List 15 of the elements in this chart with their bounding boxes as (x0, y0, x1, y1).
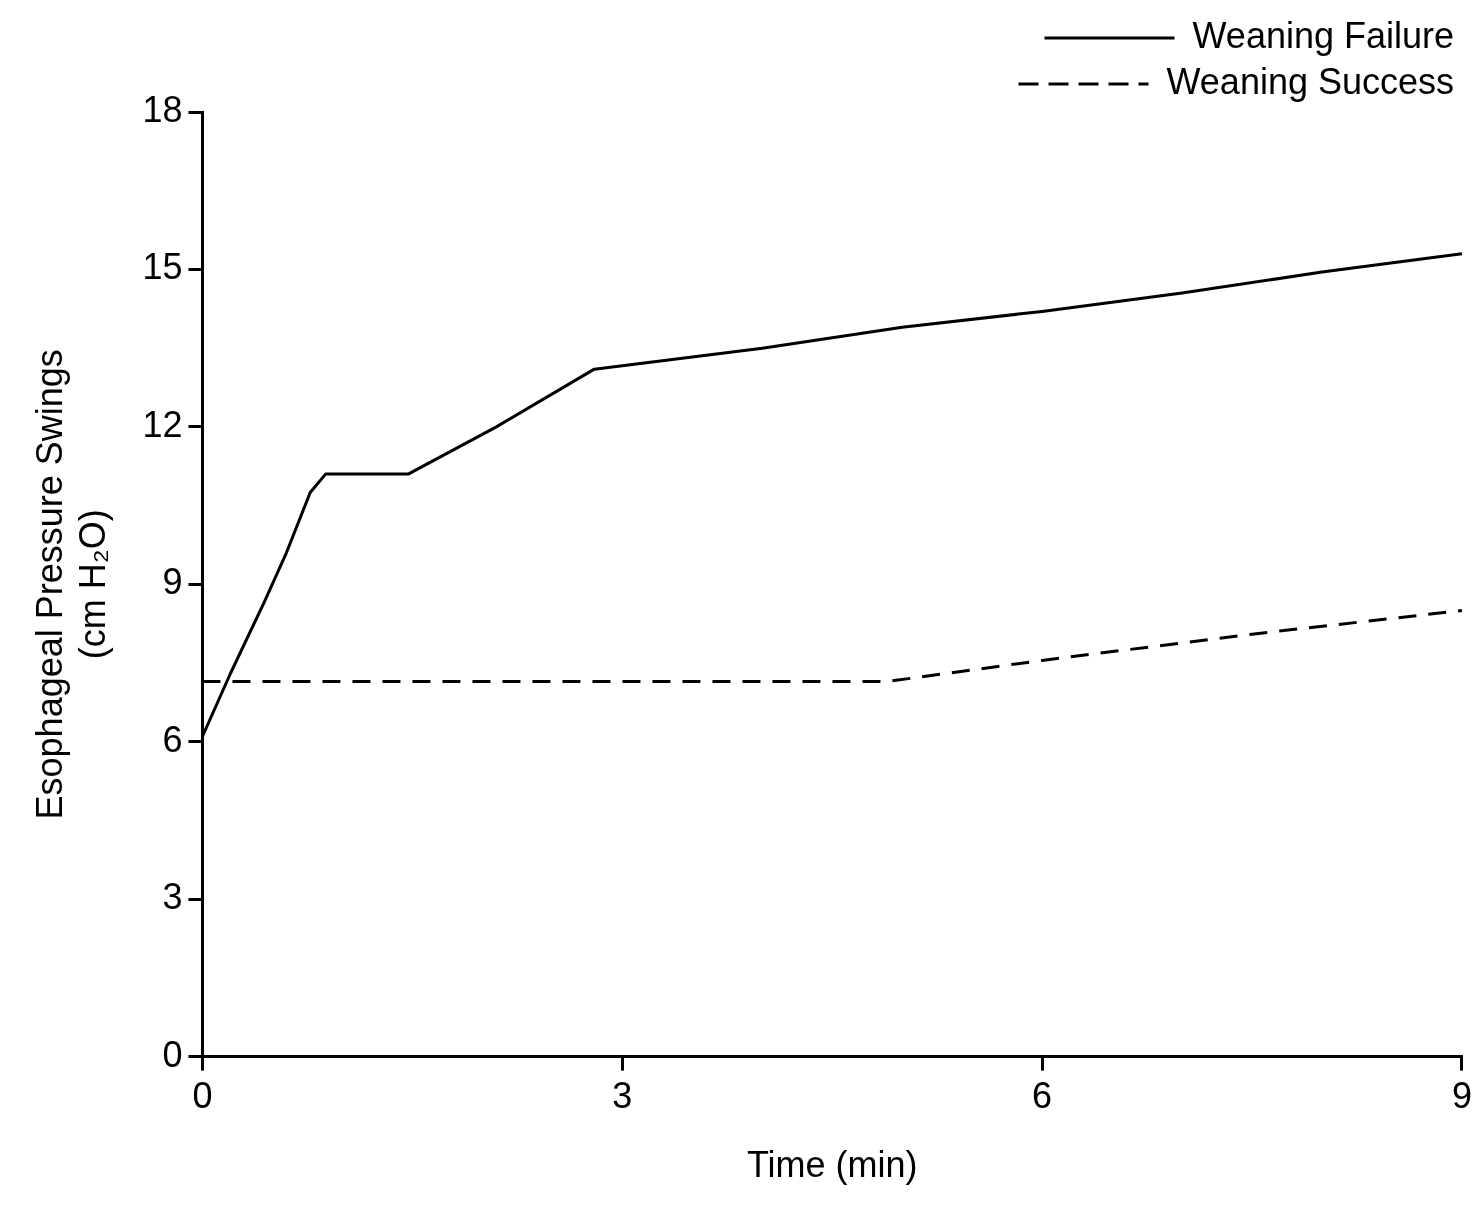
y-tick-label: 6 (162, 718, 183, 760)
x-axis-title: Time (min) (746, 1144, 918, 1186)
x-tick-label: 0 (192, 1075, 213, 1117)
y-axis-title: Esophageal Pressure Swings (cm H₂O) (28, 349, 113, 820)
y-tick-label: 9 (162, 561, 183, 603)
y-tick-label: 3 (162, 876, 183, 918)
y-tick-label: 15 (142, 246, 183, 288)
x-tick-label: 6 (1032, 1075, 1053, 1117)
legend-label: Weaning Failure (1192, 14, 1455, 56)
x-tick-label: 3 (612, 1075, 633, 1117)
legend-label: Weaning Success (1166, 60, 1455, 102)
x-tick-label: 9 (1451, 1075, 1472, 1117)
y-tick-label: 0 (162, 1033, 183, 1075)
y-tick-label: 12 (142, 403, 183, 445)
y-tick-label: 18 (142, 88, 183, 130)
